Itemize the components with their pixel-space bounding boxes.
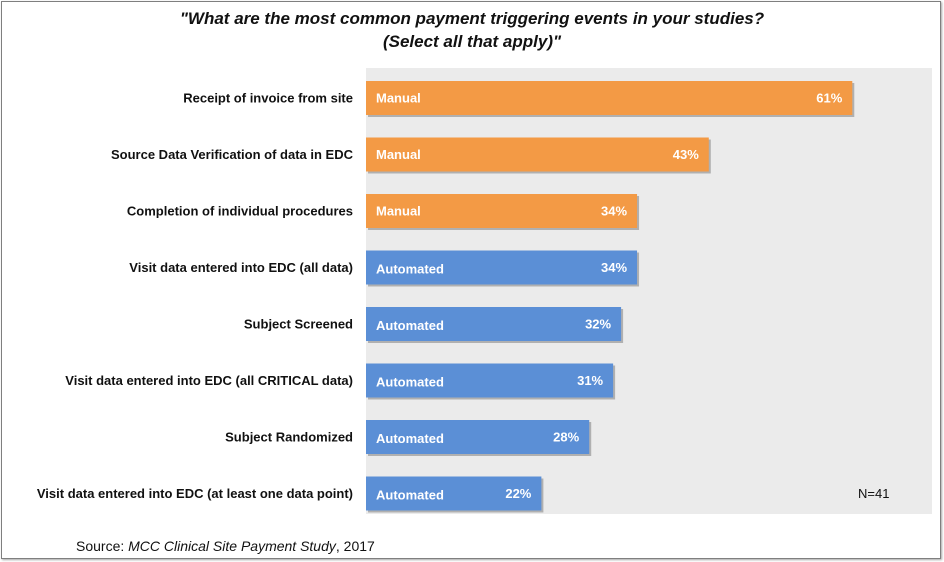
value-label: 28% [553, 430, 579, 445]
bar-1 [366, 81, 853, 115]
value-label: 43% [673, 147, 699, 162]
bar-3 [366, 194, 638, 228]
bar-type-label: Manual [376, 147, 421, 162]
bar-6 [366, 363, 614, 398]
category-label: Receipt of invoice from site [183, 91, 353, 106]
value-label: 34% [601, 260, 627, 275]
bar-type-label: Automated [376, 431, 444, 446]
bar-type-label: Automated [376, 262, 444, 277]
value-label: 31% [577, 373, 603, 388]
value-label: 32% [585, 317, 611, 332]
source-suffix: , 2017 [335, 538, 375, 554]
value-label: 61% [816, 91, 842, 106]
bar-type-label: Automated [376, 488, 444, 503]
bar-type-label: Manual [376, 91, 421, 106]
category-label: Subject Randomized [225, 430, 353, 445]
category-label: Visit data entered into EDC (all data) [129, 260, 353, 275]
chart-title-line-2: (Select all that apply)" [382, 32, 562, 51]
category-label: Visit data entered into EDC (at least on… [37, 486, 353, 501]
bar-4 [366, 250, 638, 285]
bar-7 [366, 420, 590, 454]
category-label: Subject Screened [244, 317, 353, 332]
bar-type-label: Automated [376, 375, 444, 390]
source-title: MCC Clinical Site Payment Study [128, 538, 336, 554]
category-label: Source Data Verification of data in EDC [111, 147, 354, 162]
bar-2 [366, 137, 709, 172]
bar-type-label: Automated [376, 318, 444, 333]
sample-size-note: N=41 [858, 486, 890, 501]
value-label: 34% [601, 204, 627, 219]
source-prefix: Source: [76, 538, 129, 554]
category-label: Completion of individual procedures [127, 204, 353, 219]
chart-title-line-1: "What are the most common payment trigge… [179, 9, 765, 28]
value-label: 22% [505, 486, 531, 501]
bar-5 [366, 307, 622, 341]
source-note: Source: MCC Clinical Site Payment Study,… [76, 538, 375, 554]
bars-group: Receipt of invoice from site Manual 61% Sou… [37, 81, 855, 513]
bar-type-label: Manual [376, 204, 421, 219]
bar-8 [366, 476, 542, 511]
category-label: Visit data entered into EDC (all CRITICA… [65, 373, 353, 388]
